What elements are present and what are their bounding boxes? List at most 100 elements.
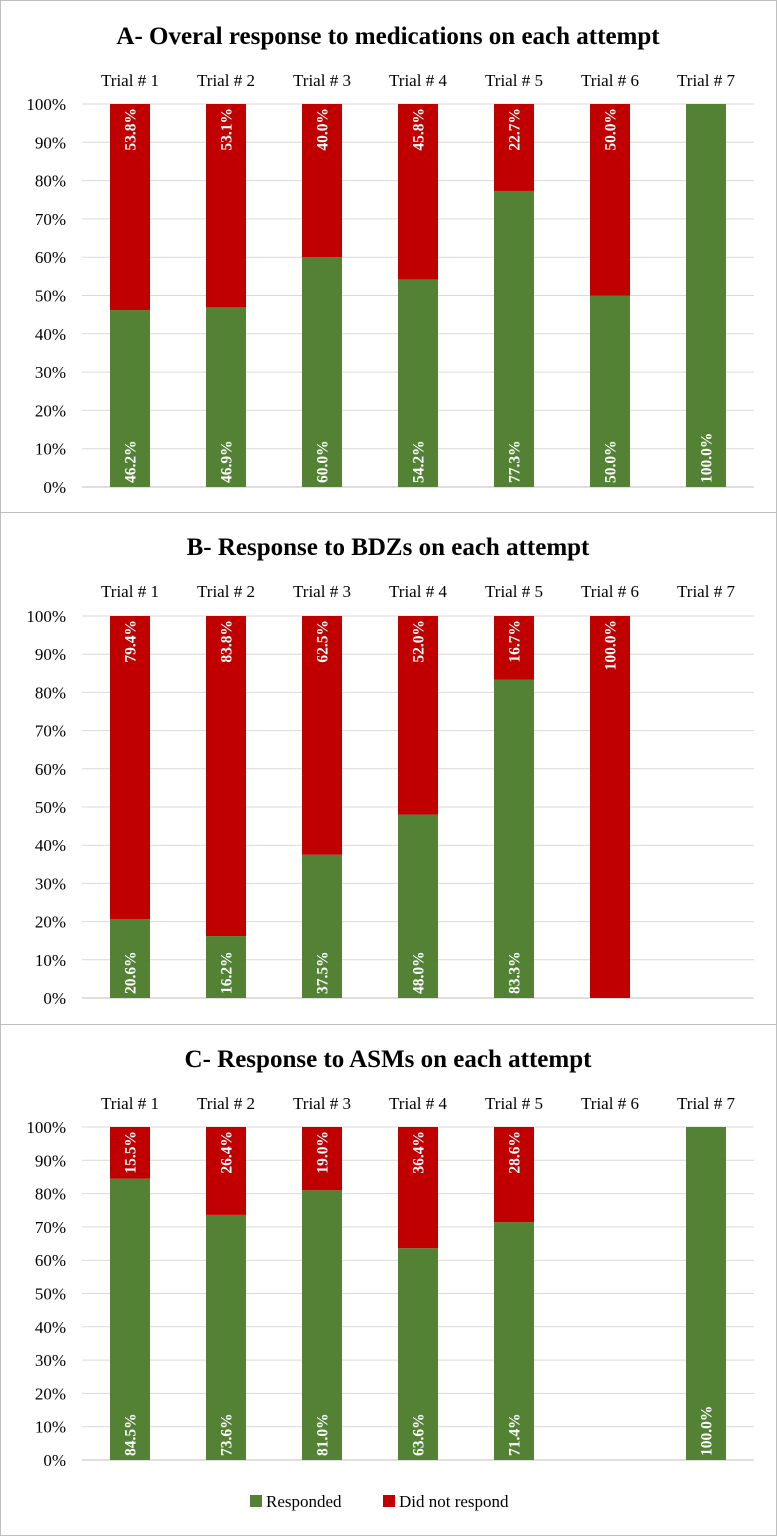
bar-not-responded xyxy=(302,616,342,855)
legend-label-responded: Responded xyxy=(266,1492,342,1511)
bar-not-responded xyxy=(398,616,438,815)
bar-responded xyxy=(302,854,342,998)
data-label-not-responded: 19.0% xyxy=(315,1131,332,1174)
y-tick-label: 30% xyxy=(35,874,66,893)
x-category-label: Trial # 2 xyxy=(197,1094,255,1113)
data-label-responded: 16.2% xyxy=(219,951,236,994)
y-tick-label: 60% xyxy=(35,1251,66,1270)
bar-responded xyxy=(206,1214,246,1460)
data-label-not-responded: 16.7% xyxy=(507,620,524,663)
x-category-label: Trial # 5 xyxy=(485,582,543,601)
data-label-responded: 48.0% xyxy=(411,951,428,994)
x-category-label: Trial # 3 xyxy=(293,582,351,601)
y-tick-label: 40% xyxy=(35,836,66,855)
bar-not-responded xyxy=(110,1127,150,1179)
y-tick-label: 0% xyxy=(43,1451,66,1470)
x-category-label: Trial # 6 xyxy=(581,1094,639,1113)
x-category-label: Trial # 5 xyxy=(485,1094,543,1113)
y-tick-label: 80% xyxy=(35,172,66,191)
bar-not-responded xyxy=(494,616,534,680)
data-label-not-responded: 100.0% xyxy=(603,620,620,670)
bar-responded xyxy=(398,814,438,998)
y-tick-label: 40% xyxy=(35,325,66,344)
data-label-not-responded: 40.0% xyxy=(315,108,332,151)
chart-title: A- Overal response to medications on eac… xyxy=(116,23,660,50)
bar-responded xyxy=(110,1178,150,1460)
y-tick-label: 30% xyxy=(35,1351,66,1370)
x-category-label: Trial # 3 xyxy=(293,1094,351,1113)
data-label-responded: 50.0% xyxy=(603,440,620,483)
data-label-responded: 37.5% xyxy=(315,951,332,994)
legend: Responded Did not respond xyxy=(250,1492,509,1511)
y-tick-label: 20% xyxy=(35,1384,66,1403)
x-category-label: Trial # 3 xyxy=(293,71,351,90)
bar-responded xyxy=(494,679,534,998)
y-tick-label: 100% xyxy=(26,607,66,626)
legend-swatch-responded xyxy=(250,1495,262,1507)
bar-responded xyxy=(206,936,246,998)
x-category-label: Trial # 7 xyxy=(677,582,735,601)
x-category-label: Trial # 7 xyxy=(677,71,735,90)
data-label-responded: 77.3% xyxy=(507,440,524,483)
bar-responded xyxy=(398,279,438,487)
bar-not-responded xyxy=(494,1127,534,1223)
y-tick-label: 0% xyxy=(43,478,66,497)
y-tick-label: 10% xyxy=(35,951,66,970)
x-category-label: Trial # 7 xyxy=(677,1094,735,1113)
data-label-responded: 81.0% xyxy=(315,1413,332,1456)
bar-responded xyxy=(686,1127,726,1460)
data-label-not-responded: 22.7% xyxy=(507,108,524,151)
bar-responded xyxy=(302,1190,342,1460)
y-tick-label: 90% xyxy=(35,133,66,152)
data-label-not-responded: 83.8% xyxy=(219,620,236,663)
data-label-not-responded: 28.6% xyxy=(507,1131,524,1174)
y-tick-label: 100% xyxy=(26,1118,66,1137)
data-label-responded: 84.5% xyxy=(123,1413,140,1456)
chart-title: B- Response to BDZs on each attempt xyxy=(187,534,590,561)
data-label-responded: 71.4% xyxy=(507,1413,524,1456)
x-category-label: Trial # 1 xyxy=(101,1094,159,1113)
bar-responded xyxy=(398,1248,438,1460)
y-tick-label: 50% xyxy=(35,798,66,817)
data-label-not-responded: 52.0% xyxy=(411,620,428,663)
bar-responded xyxy=(494,1222,534,1460)
x-category-label: Trial # 5 xyxy=(485,71,543,90)
data-label-responded: 63.6% xyxy=(411,1413,428,1456)
bar-responded xyxy=(110,919,150,998)
data-label-not-responded: 62.5% xyxy=(315,620,332,663)
bar-responded xyxy=(206,307,246,487)
data-label-not-responded: 53.8% xyxy=(123,108,140,151)
bar-not-responded xyxy=(398,1127,438,1249)
y-tick-label: 90% xyxy=(35,1151,66,1170)
chart-panel-b: B- Response to BDZs on each attempt 0% 10%… xyxy=(26,534,754,1008)
bar-not-responded xyxy=(590,104,630,296)
x-category-label: Trial # 4 xyxy=(389,1094,447,1113)
data-label-responded: 46.9% xyxy=(219,440,236,483)
x-category-label: Trial # 1 xyxy=(101,582,159,601)
bar-not-responded xyxy=(302,104,342,258)
bar-not-responded xyxy=(590,616,630,998)
bar-not-responded xyxy=(110,616,150,920)
chart-panel-c: C- Response to ASMs on each attempt 0% 10%… xyxy=(26,1046,754,1470)
data-label-not-responded: 45.8% xyxy=(411,108,428,151)
bar-responded xyxy=(494,190,534,488)
data-label-responded: 100.0% xyxy=(699,1406,716,1456)
y-tick-label: 80% xyxy=(35,683,66,702)
x-category-label: Trial # 6 xyxy=(581,71,639,90)
y-tick-label: 50% xyxy=(35,287,66,306)
data-label-not-responded: 15.5% xyxy=(123,1131,140,1174)
bar-responded xyxy=(590,295,630,487)
data-label-not-responded: 50.0% xyxy=(603,108,620,151)
data-label-responded: 73.6% xyxy=(219,1413,236,1456)
bar-not-responded xyxy=(494,104,534,191)
x-category-label: Trial # 2 xyxy=(197,582,255,601)
data-label-responded: 83.3% xyxy=(507,951,524,994)
data-label-responded: 100.0% xyxy=(699,433,716,483)
y-tick-label: 70% xyxy=(35,722,66,741)
bar-responded xyxy=(110,310,150,487)
chart-panel-a: A- Overal response to medications on eac… xyxy=(26,23,754,497)
bar-not-responded xyxy=(398,104,438,280)
data-label-not-responded: 79.4% xyxy=(123,620,140,663)
bar-not-responded xyxy=(206,616,246,937)
